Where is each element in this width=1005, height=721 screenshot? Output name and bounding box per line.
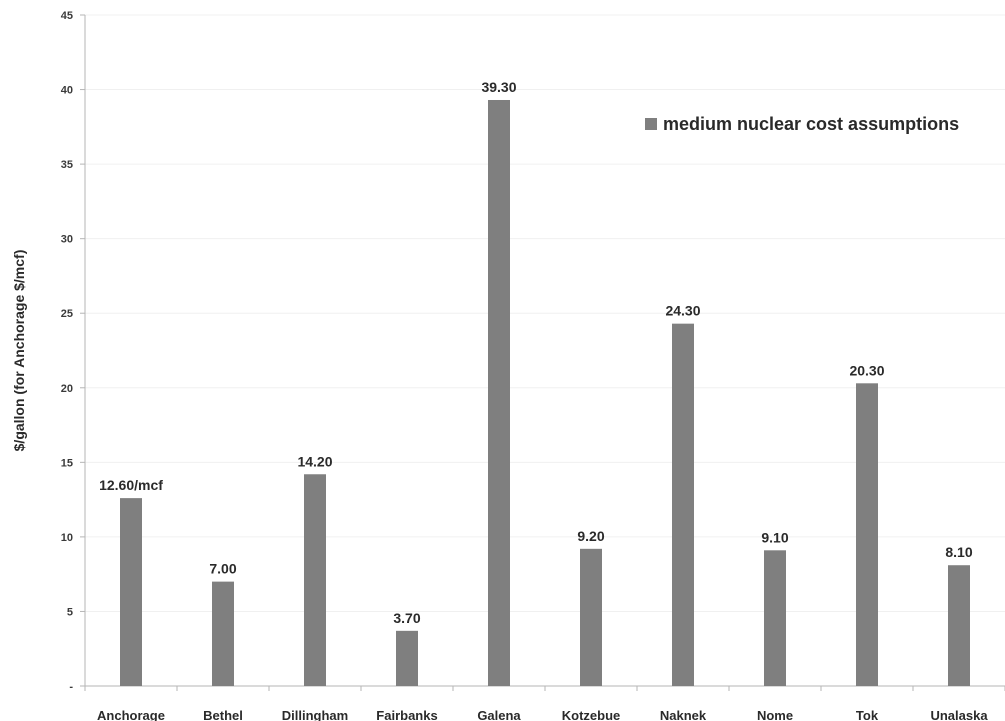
x-tick-label: Dillingham [282, 708, 348, 721]
data-label: 9.10 [761, 529, 788, 545]
x-tick-label: Anchorage [97, 708, 165, 721]
bar [304, 474, 326, 686]
x-tick-label: Tok [856, 708, 879, 721]
data-label: 14.20 [297, 453, 332, 469]
data-labels: 12.60/mcf 7.00 14.20 3.70 39.30 9.20 24.30 9.10… [99, 79, 973, 626]
x-axis: Anchorage Bethel Dillingham Fairbanks Galena… [85, 686, 1005, 721]
y-tick-label: 25 [61, 308, 73, 320]
bar [396, 631, 418, 686]
y-tick-label: 40 [61, 85, 73, 97]
data-label: 39.30 [481, 79, 516, 95]
data-label: 7.00 [209, 561, 236, 577]
x-tick-label: Unalaska [930, 708, 988, 721]
bar [488, 100, 510, 686]
bar [764, 550, 786, 686]
data-label: 24.30 [665, 303, 700, 319]
data-label: 8.10 [945, 544, 972, 560]
x-tick-label: Fairbanks [376, 708, 437, 721]
x-tick-label: Galena [477, 708, 521, 721]
bars [120, 100, 970, 686]
bar [856, 383, 878, 686]
bar [948, 565, 970, 686]
data-label: 9.20 [577, 528, 604, 544]
y-axis-title: $/gallon (for Anchorage $/mcf) [11, 250, 27, 452]
data-label: 12.60/mcf [99, 477, 163, 493]
y-tick-label: 20 [61, 383, 73, 395]
x-tick-label: Kotzebue [562, 708, 621, 721]
y-tick-label: 35 [61, 159, 73, 171]
x-tick-label: Bethel [203, 708, 243, 721]
y-axis: 45 40 35 30 25 20 15 10 5 - [61, 10, 85, 693]
y-tick-label: 30 [61, 234, 73, 246]
y-tick-label: 45 [61, 10, 73, 22]
data-label: 3.70 [393, 610, 420, 626]
x-tick-label: Naknek [660, 708, 707, 721]
bar [580, 549, 602, 686]
legend-label: medium nuclear cost assumptions [663, 114, 959, 134]
y-tick-label: 10 [61, 532, 73, 544]
x-tick-label: Nome [757, 708, 793, 721]
bar [120, 498, 142, 686]
legend-swatch [645, 118, 657, 130]
y-tick-label: 15 [61, 457, 73, 469]
data-label: 20.30 [849, 362, 884, 378]
bar [212, 582, 234, 686]
y-tick-label: 5 [67, 606, 73, 618]
legend: medium nuclear cost assumptions [645, 114, 959, 134]
bar [672, 324, 694, 686]
y-tick-label: - [69, 681, 73, 693]
